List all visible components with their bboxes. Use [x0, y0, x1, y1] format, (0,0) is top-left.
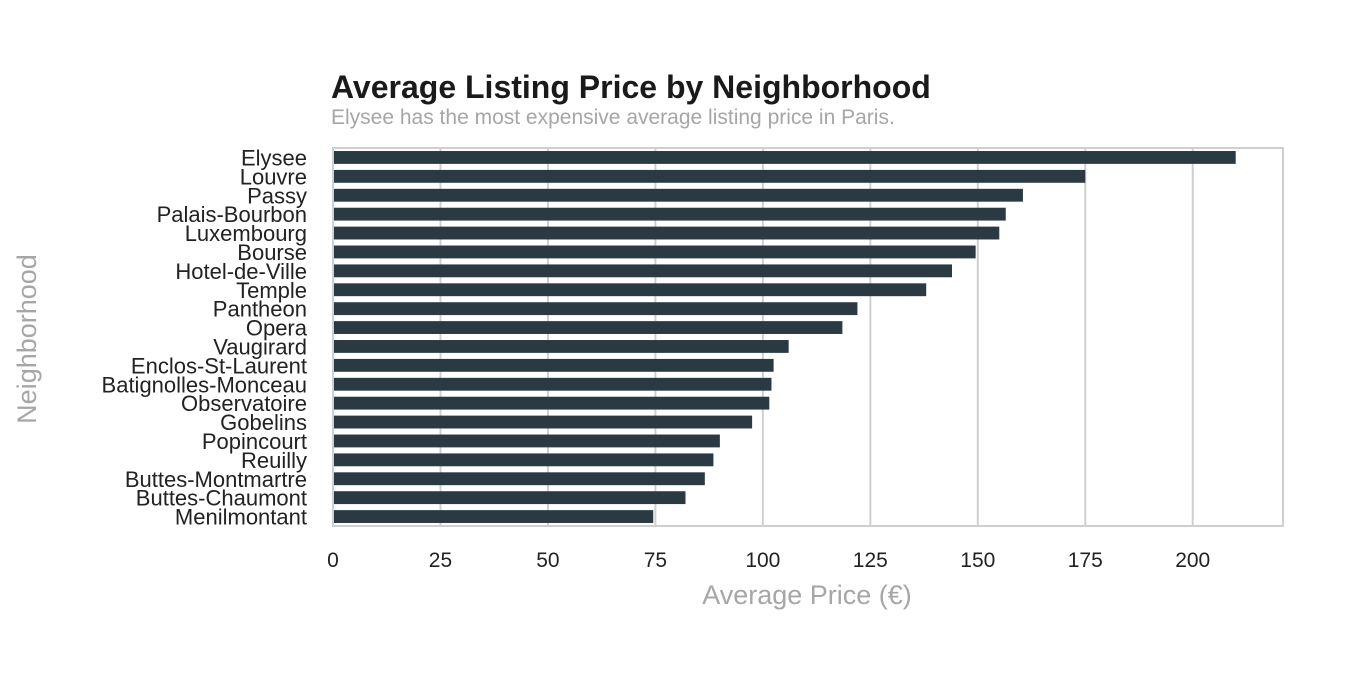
bar-popincourt: [333, 434, 720, 448]
bar-buttes-chaumont: [333, 491, 686, 505]
category-label: Opera: [246, 316, 308, 341]
bars: [333, 151, 1236, 523]
bar-vaugirard: [333, 340, 789, 353]
y-axis-title: Neighborhood: [12, 254, 42, 424]
category-label: Menilmontant: [175, 505, 307, 530]
category-label: Palais-Bourbon: [157, 202, 307, 227]
category-label: Bourse: [237, 240, 307, 265]
x-tick-label: 150: [960, 549, 995, 572]
category-label: Observatoire: [181, 391, 307, 416]
bar-hotel-de-ville: [333, 264, 953, 278]
category-label: Buttes-Montmartre: [125, 467, 307, 492]
x-tick-label: 75: [644, 549, 667, 572]
bar-reuilly: [333, 453, 714, 467]
bar-observatoire: [333, 396, 770, 410]
plot-frame: [332, 147, 1284, 527]
category-label: Gobelins: [220, 410, 307, 435]
category-labels: ElyseeLouvrePassyPalais-BourbonLuxembour…: [102, 145, 308, 529]
bar-elysee: [333, 151, 1236, 164]
bar-passy: [333, 188, 1023, 202]
bar-batignolles-monceau: [333, 377, 772, 391]
chart-subtitle: Elysee has the most expensive average li…: [331, 106, 895, 129]
x-tick-label: 25: [429, 549, 452, 572]
x-tick-labels: 0 25 50 75 100 125 150 175 200: [327, 549, 1210, 572]
x-tick-label: 0: [327, 549, 339, 572]
x-tick-label: 100: [745, 549, 780, 572]
bar-temple: [333, 283, 927, 297]
x-tick-label: 50: [536, 549, 559, 572]
category-label: Hotel-de-Ville: [175, 259, 307, 284]
category-label: Pantheon: [213, 297, 307, 322]
category-label: Elysee: [241, 145, 307, 170]
category-label: Buttes-Chaumont: [136, 486, 307, 511]
category-label: Temple: [236, 278, 307, 303]
category-label: Enclos-St-Laurent: [131, 353, 307, 378]
bar-luxembourg: [333, 226, 1000, 240]
category-label: Vaugirard: [213, 334, 307, 359]
category-label: Reuilly: [241, 448, 307, 473]
category-label: Louvre: [240, 164, 307, 189]
bar-buttes-montmartre: [333, 472, 705, 486]
gridlines: [439, 148, 1194, 526]
x-tick-label: 175: [1068, 549, 1103, 572]
category-label: Luxembourg: [185, 221, 307, 246]
x-axis-title: Average Price (€): [702, 580, 912, 610]
bar-enclos-st-laurent: [333, 358, 774, 372]
bar-louvre: [333, 169, 1086, 183]
bar-opera: [333, 321, 843, 334]
bar-gobelins: [333, 415, 753, 429]
x-tick-label: 125: [853, 549, 888, 572]
category-label: Passy: [247, 183, 307, 208]
bar-bourse: [333, 245, 976, 259]
chart-title: Average Listing Price by Neighborhood: [331, 69, 931, 105]
bar-menilmontant: [333, 510, 654, 523]
bar-pantheon: [333, 302, 858, 316]
bar-palais-bourbon: [333, 207, 1006, 221]
x-tick-label: 200: [1175, 549, 1210, 572]
category-label: Popincourt: [202, 429, 307, 454]
category-label: Batignolles-Monceau: [102, 372, 307, 397]
